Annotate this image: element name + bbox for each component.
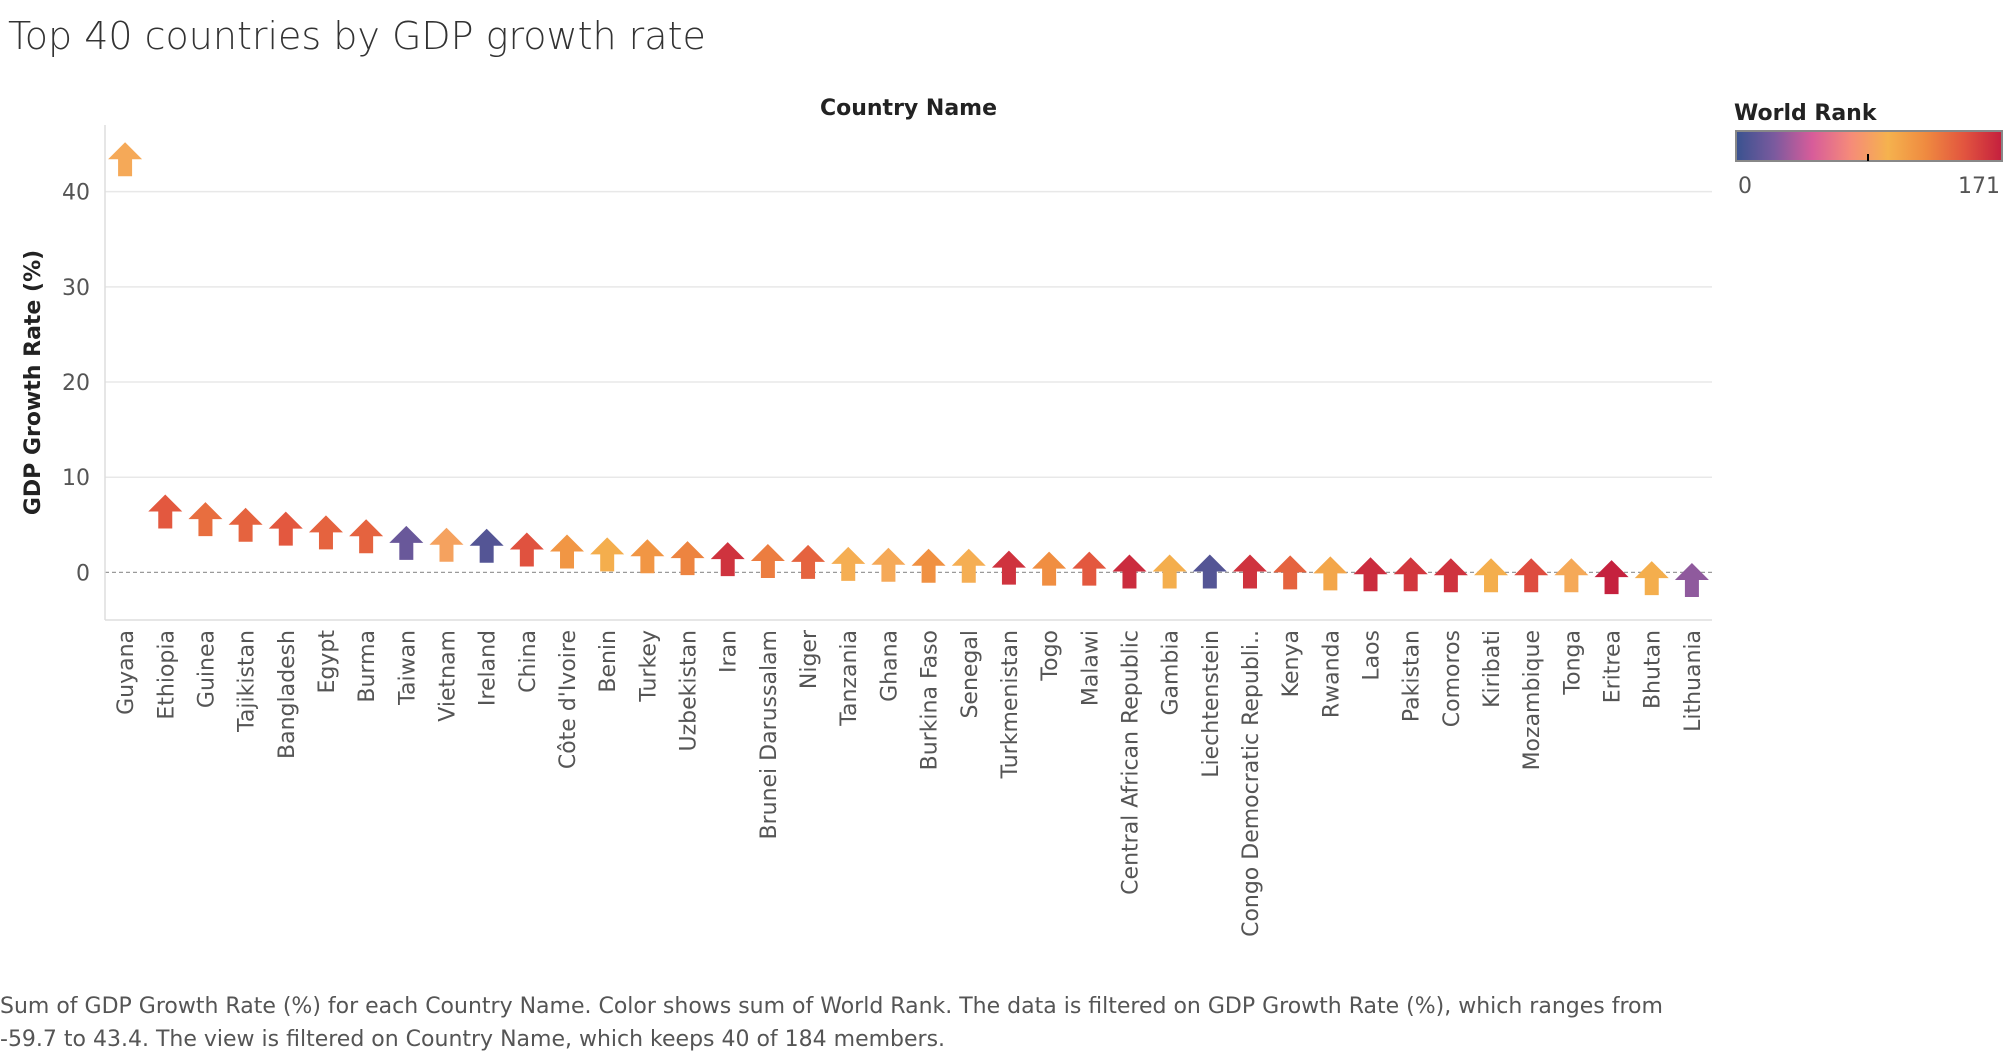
arrow-marker [228, 507, 263, 542]
x-category-label: Tanzania [837, 630, 862, 727]
chart-caption: Sum of GDP Growth Rate (%) for each Coun… [0, 994, 1663, 1052]
arrow-marker [1273, 555, 1308, 590]
arrow-marker [951, 548, 986, 583]
x-category-label: Ireland [476, 630, 501, 706]
arrow-marker [1112, 554, 1147, 589]
x-category-label: Benin [596, 630, 621, 693]
x-category-label: Iran [717, 630, 742, 673]
arrow-marker [509, 532, 544, 567]
x-category-label: Tonga [1560, 630, 1585, 696]
y-tick-label: 30 [62, 276, 90, 301]
y-tick-label: 20 [62, 371, 90, 396]
legend-title: World Rank [1734, 101, 1878, 126]
y-tick-label: 0 [76, 561, 90, 586]
y-tick-label: 10 [62, 466, 90, 491]
x-category-label: Bhutan [1641, 630, 1666, 709]
arrow-marker [1072, 551, 1107, 586]
x-category-label: Rwanda [1319, 630, 1344, 718]
x-category-label: Burkina Faso [918, 630, 943, 770]
x-category-label: Bangladesh [275, 630, 300, 759]
x-category-label: Ghana [877, 630, 902, 702]
arrow-marker [831, 546, 866, 581]
x-category-label: Turkey [636, 630, 661, 703]
arrow-marker [871, 547, 906, 582]
x-category-label: Pakistan [1400, 630, 1425, 722]
y-axis-title: GDP Growth Rate (%) [21, 250, 46, 515]
arrow-marker [911, 548, 946, 583]
x-category-label: Laos [1360, 630, 1385, 681]
x-category-label: Kenya [1279, 630, 1304, 697]
legend-max-label: 171 [1958, 174, 2000, 199]
arrow-marker [1353, 557, 1388, 592]
arrow-marker [389, 525, 424, 560]
x-category-label: Vietnam [435, 630, 460, 722]
arrow-marker [1192, 554, 1227, 589]
x-category-label: Côte d'Ivoire [556, 630, 581, 769]
arrow-marker [1393, 557, 1428, 592]
x-category-label: Turkmenistan [998, 630, 1023, 779]
x-category-label: Niger [797, 629, 822, 689]
x-category-label: Gambia [1159, 630, 1184, 716]
arrow-marker [1433, 558, 1468, 593]
arrow-marker [630, 539, 665, 574]
x-category-label: Kiribati [1480, 630, 1505, 708]
arrow-marker [469, 528, 504, 563]
arrow-marker [429, 527, 464, 562]
arrow-marker [1674, 563, 1709, 598]
x-axis-title: Country Name [820, 96, 997, 121]
arrow-marker [1152, 554, 1187, 589]
arrow-marker [1232, 554, 1267, 589]
x-category-label: Liechtenstein [1199, 630, 1224, 778]
arrow-marker [1594, 560, 1629, 595]
x-category-label: Guinea [194, 630, 219, 708]
arrow-marker [148, 494, 183, 529]
x-category-label: Comoros [1440, 630, 1465, 727]
x-category-label: Tajikistan [235, 630, 260, 733]
x-category-label: Lithuania [1681, 630, 1706, 732]
arrow-marker [710, 542, 745, 577]
x-category-label: Ethiopia [154, 630, 179, 720]
x-category-label: Central African Republic [1118, 630, 1143, 895]
y-tick-label: 40 [62, 181, 90, 206]
arrow-marker [1634, 561, 1669, 596]
arrow-marker [108, 142, 143, 177]
arrow-marker [1514, 558, 1549, 593]
x-category-label: Burma [355, 630, 380, 703]
arrow-marker [550, 534, 585, 569]
arrow-marker [750, 543, 785, 578]
x-category-label: Togo [1038, 630, 1063, 682]
x-category-label: Uzbekistan [677, 630, 702, 752]
x-category-label: Guyana [114, 630, 139, 715]
x-category-label: Taiwan [395, 630, 420, 706]
x-category-label: Senegal [958, 630, 983, 719]
chart-canvas: 0 10 20 30 40 Country Name GDP Growth Rate (%)… [21, 96, 2003, 937]
x-category-label: Mozambique [1520, 630, 1545, 770]
chart-title: Top 40 countries by GDP growth rate [8, 14, 706, 58]
arrow-marker [1032, 551, 1067, 586]
arrow-marker [1313, 556, 1348, 591]
x-category-label: Malawi [1078, 630, 1103, 706]
x-category-label: China [516, 630, 541, 693]
arrow-marker [1554, 558, 1589, 593]
arrow-marker [349, 519, 384, 554]
legend-min-label: 0 [1738, 174, 1752, 199]
x-category-label: Congo Democratic Republi.. [1239, 630, 1264, 937]
arrow-marker [590, 537, 625, 572]
arrow-marker [308, 515, 343, 550]
x-category-label: Egypt [315, 630, 340, 694]
arrow-marker [268, 511, 303, 546]
arrow-marker [188, 502, 223, 537]
arrow-marker [1474, 558, 1509, 593]
x-category-label: Eritrea [1601, 630, 1626, 703]
arrow-marker [670, 541, 705, 576]
arrow-marker [791, 544, 826, 579]
arrow-marker [991, 550, 1026, 585]
x-category-label: Brunei Darussalam [757, 630, 782, 840]
